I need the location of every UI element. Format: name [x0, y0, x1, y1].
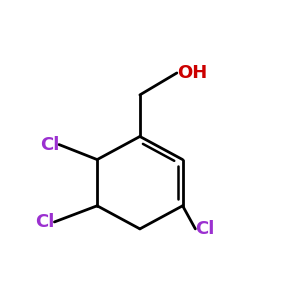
Text: OH: OH	[177, 64, 207, 82]
Text: Cl: Cl	[195, 220, 215, 238]
Text: Cl: Cl	[40, 136, 59, 154]
Text: Cl: Cl	[35, 213, 54, 231]
